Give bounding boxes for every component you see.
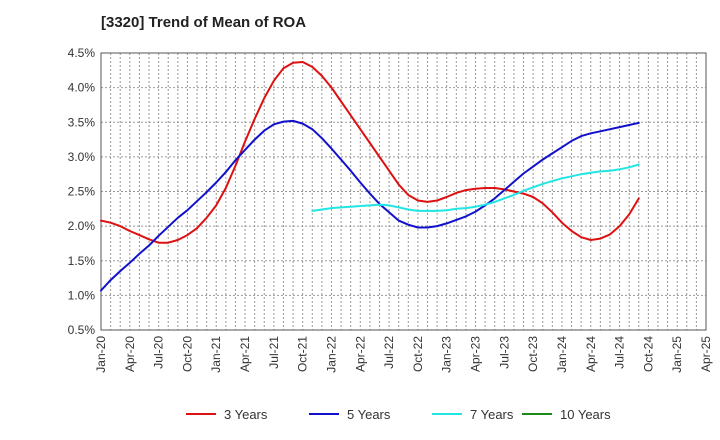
y-axis-ticks: 0.5% 1.0% 1.5% 2.0% 2.5% 3.0% 3.5% 4.0% 4.5% <box>68 46 96 337</box>
y-tick-label: 1.5% <box>68 254 96 268</box>
y-tick-label: 2.0% <box>68 219 96 233</box>
y-tick-label: 4.5% <box>68 46 96 60</box>
x-axis-ticks: Jan-20 Apr-20 Jul-20 Oct-20 Jan-21 Apr-21 Jul-… <box>94 336 713 373</box>
legend-label: 7 Years <box>470 407 514 422</box>
legend: 3 Years 5 Years 7 Years 10 Years <box>186 407 611 422</box>
y-tick-label: 0.5% <box>68 323 96 337</box>
legend-label: 5 Years <box>347 407 391 422</box>
x-tick-label: Jan-22 <box>324 336 338 373</box>
plot-frame <box>100 52 707 331</box>
y-tick-label: 3.0% <box>68 150 96 164</box>
series-line-5-years <box>100 119 640 292</box>
x-tick-label: Jul-23 <box>497 336 511 369</box>
x-tick-label: Oct-22 <box>411 336 425 372</box>
x-tick-label: Apr-23 <box>469 336 483 372</box>
x-tick-label: Jan-20 <box>94 336 108 373</box>
x-tick-label: Oct-23 <box>526 336 540 372</box>
series-line-7-years <box>311 163 640 212</box>
x-tick-label: Oct-21 <box>296 336 310 372</box>
x-tick-label: Apr-22 <box>353 336 367 372</box>
legend-label: 10 Years <box>560 407 611 422</box>
y-tick-label: 1.0% <box>68 288 96 302</box>
x-tick-label: Jul-21 <box>267 336 281 369</box>
legend-label: 3 Years <box>224 407 268 422</box>
y-tick-label: 4.0% <box>68 81 96 95</box>
x-tick-label: Jul-24 <box>613 336 627 369</box>
series-line-3-years <box>100 61 640 244</box>
grid-layer <box>101 53 706 330</box>
series-layer <box>100 61 640 292</box>
y-tick-label: 3.5% <box>68 115 96 129</box>
x-tick-label: Jan-21 <box>209 336 223 373</box>
x-tick-label: Oct-20 <box>180 336 194 372</box>
x-tick-label: Jan-23 <box>440 336 454 373</box>
chart-title: [3320] Trend of Mean of ROA <box>101 14 307 31</box>
x-tick-label: Apr-25 <box>699 336 713 372</box>
x-tick-label: Apr-24 <box>584 336 598 372</box>
y-tick-label: 2.5% <box>68 185 96 199</box>
plot-area <box>101 53 706 330</box>
x-tick-label: Jan-24 <box>555 336 569 373</box>
x-tick-label: Jan-25 <box>670 336 684 373</box>
x-tick-label: Jul-22 <box>382 336 396 369</box>
x-tick-label: Jul-20 <box>152 336 166 369</box>
x-tick-label: Apr-20 <box>123 336 137 372</box>
x-tick-label: Apr-21 <box>238 336 252 372</box>
x-tick-label: Oct-24 <box>641 336 655 372</box>
